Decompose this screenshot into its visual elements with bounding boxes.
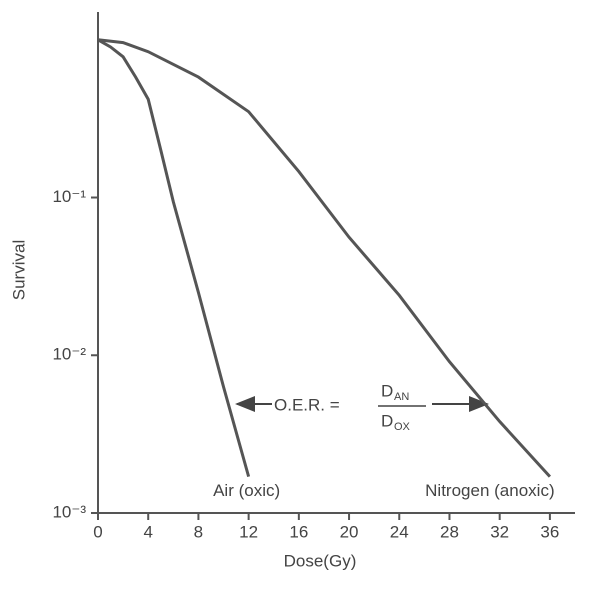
oer-annotation: O.E.R. = D AN D OX — [235, 381, 489, 433]
x-tick-label: 28 — [440, 522, 459, 541]
x-tick-label: 4 — [143, 522, 152, 541]
denominator-sub: OX — [394, 421, 411, 433]
x-axis-label: Dose(Gy) — [284, 551, 357, 570]
x-tick-label: 24 — [390, 522, 409, 541]
x-tick-label: 8 — [194, 522, 203, 541]
numerator: D — [381, 381, 393, 400]
y-axis-label: Survival — [9, 240, 28, 300]
x-tick-label: 36 — [540, 522, 559, 541]
x-tick-label: 12 — [239, 522, 258, 541]
oer-label: O.E.R. = — [274, 395, 340, 414]
denominator: D — [381, 411, 393, 430]
y-tick-label: 10⁻² — [52, 345, 86, 364]
y-tick-label: 10⁻³ — [52, 502, 86, 521]
x-tick-label: 20 — [340, 522, 359, 541]
x-tick-label: 0 — [93, 522, 102, 541]
curve — [97, 38, 552, 478]
curve — [97, 38, 251, 478]
x-tick-label: 32 — [490, 522, 509, 541]
series-label: Air (oxic) — [213, 481, 280, 500]
x-tick-label: 16 — [289, 522, 308, 541]
y-tick-label: 10⁻¹ — [52, 187, 86, 206]
series-label: Nitrogen (anoxic) — [425, 481, 554, 500]
numerator-sub: AN — [394, 391, 409, 403]
